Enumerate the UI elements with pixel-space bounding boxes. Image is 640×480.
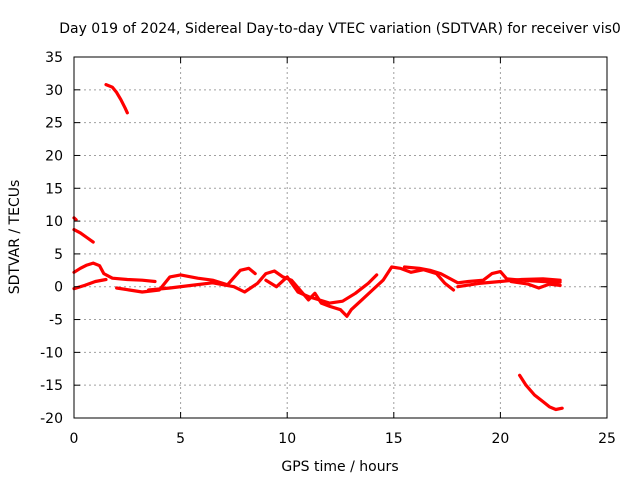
y-tick-label: 30 (45, 83, 63, 99)
satellite-track-8 (264, 273, 379, 305)
x-tick-label: 25 (598, 431, 616, 447)
y-tick-label: -20 (40, 411, 63, 427)
y-tick-label: 15 (45, 181, 63, 197)
grid (74, 57, 607, 418)
y-tick-label: -15 (40, 378, 63, 394)
y-tick-label: 0 (54, 280, 63, 296)
y-axis-label: SDTVAR / TECUs (7, 180, 23, 295)
satellite-track-1 (104, 82, 129, 115)
tick-labels: 0 5 10 15 20 25 -20 -15 -10 -5 0 5 10 15 20 25 30 35 (40, 50, 616, 447)
y-tick-label: -5 (49, 313, 63, 329)
x-tick-label: 15 (385, 431, 403, 447)
y-tick-label: 35 (45, 50, 63, 66)
x-axis-label: GPS time / hours (281, 459, 398, 475)
satellite-track-6 (114, 266, 257, 294)
satellite-track-4 (72, 261, 157, 284)
satellite-track-12 (517, 373, 564, 412)
y-tick-label: 20 (45, 148, 63, 164)
x-tick-label: 0 (70, 431, 79, 447)
x-tick-label: 20 (491, 431, 509, 447)
x-tick-label: 5 (176, 431, 185, 447)
axis-ticks (73, 56, 608, 419)
satellite-track-7 (147, 265, 456, 318)
satellite-track-11 (509, 279, 562, 290)
plot-frame (73, 56, 608, 419)
satellite-track-3 (72, 228, 95, 244)
y-tick-label: -10 (40, 345, 63, 361)
x-tick-label: 10 (278, 431, 296, 447)
y-tick-label: 25 (45, 116, 63, 132)
data-series (72, 82, 564, 412)
y-tick-label: 10 (45, 214, 63, 230)
satellite-track-5 (72, 277, 108, 291)
y-tick-label: 5 (54, 247, 63, 263)
chart-title: Day 019 of 2024, Sidereal Day-to-day VTE… (59, 21, 621, 37)
